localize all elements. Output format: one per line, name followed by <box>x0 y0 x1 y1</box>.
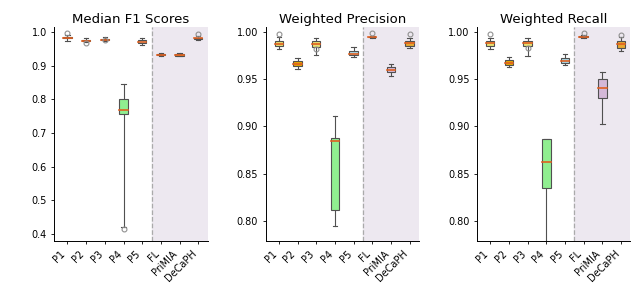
Bar <box>63 37 72 38</box>
Bar <box>138 40 147 43</box>
Bar <box>157 54 165 55</box>
Bar <box>486 41 495 46</box>
Bar <box>406 41 414 46</box>
Bar <box>349 51 358 55</box>
Bar <box>275 41 283 46</box>
Bar <box>574 27 630 241</box>
Bar <box>119 99 128 113</box>
Bar <box>100 39 109 40</box>
Title: Weighted Recall: Weighted Recall <box>500 13 607 26</box>
Title: Median F1 Scores: Median F1 Scores <box>72 13 189 26</box>
Bar <box>561 58 569 63</box>
Bar <box>194 38 202 39</box>
Bar <box>152 27 207 241</box>
Bar <box>579 36 588 38</box>
Bar <box>617 41 625 48</box>
Bar <box>293 61 302 66</box>
Bar <box>368 36 376 38</box>
Bar <box>312 41 321 47</box>
Bar <box>363 27 419 241</box>
Bar <box>387 67 395 73</box>
Bar <box>542 139 550 188</box>
Bar <box>524 41 532 46</box>
Bar <box>175 54 184 56</box>
Bar <box>505 60 513 65</box>
Title: Weighted Precision: Weighted Precision <box>279 13 406 26</box>
Bar <box>331 138 339 209</box>
Bar <box>598 79 607 98</box>
Bar <box>82 40 90 41</box>
